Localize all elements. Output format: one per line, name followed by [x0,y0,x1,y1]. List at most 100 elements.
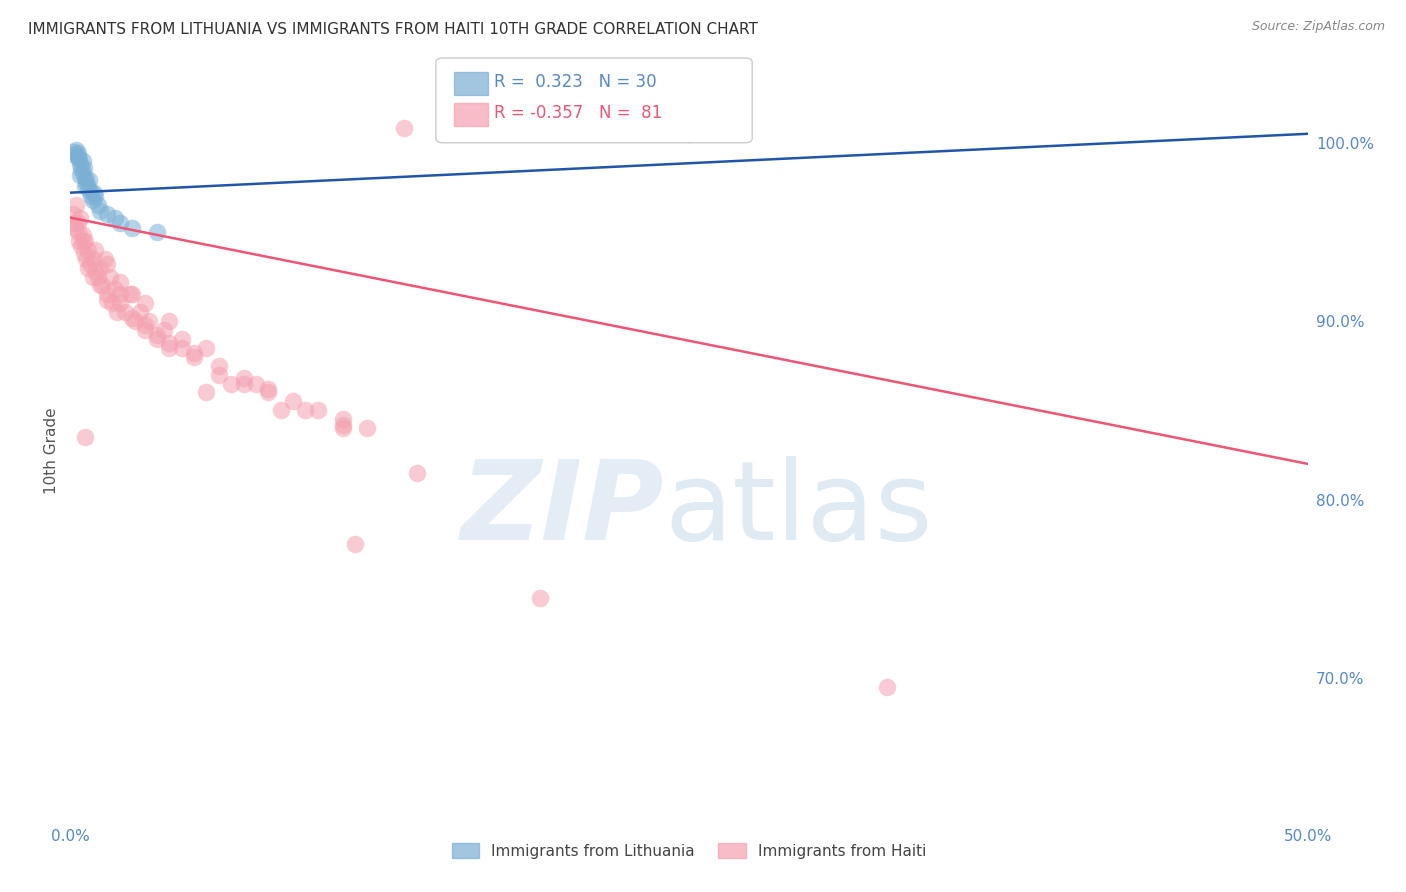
Point [146,328,169,343]
Legend: Immigrants from Lithuania, Immigrants from Haiti: Immigrants from Lithuania, Immigrants fr… [446,837,932,865]
Point [72,153,94,168]
Text: Source: ZipAtlas.com: Source: ZipAtlas.com [1251,20,1385,33]
Point [75,252,97,266]
Point [294,403,316,417]
Point [69,211,91,225]
Point [157,341,180,355]
Point [121,310,143,325]
Point [114,305,136,319]
Point [70,162,93,177]
Point [108,287,131,301]
Point [66,216,89,230]
Point [63,216,86,230]
Point [332,421,354,435]
Text: R = -0.357   N =  81: R = -0.357 N = 81 [494,104,662,122]
Point [67,152,90,166]
Point [105,305,128,319]
Point [121,287,143,301]
Point [66,150,89,164]
Point [183,346,205,360]
Point [76,180,98,194]
Point [75,178,97,193]
Point [170,332,193,346]
Point [146,225,169,239]
Point [529,591,551,605]
Point [101,296,124,310]
Point [157,314,180,328]
Point [66,225,89,239]
Point [73,246,96,260]
Point [83,186,105,200]
Point [82,193,104,207]
Point [332,417,354,432]
Point [79,184,101,198]
Point [79,257,101,271]
Point [343,537,366,551]
Point [75,430,97,444]
Point [84,243,107,257]
Point [281,394,304,409]
Point [104,282,127,296]
Point [170,341,193,355]
Point [76,260,98,275]
Point [96,287,118,301]
Point [69,168,91,182]
Point [96,207,118,221]
Point [232,376,254,391]
Point [65,221,87,235]
Text: ZIP: ZIP [461,456,664,563]
Point [128,305,150,319]
Point [70,239,93,253]
Point [75,175,97,189]
Point [108,275,131,289]
Point [89,260,111,275]
Point [245,376,267,391]
Point [307,403,329,417]
Text: R =  0.323   N = 30: R = 0.323 N = 30 [494,73,657,91]
Y-axis label: 10th Grade: 10th Grade [44,407,59,494]
Point [84,189,107,203]
Point [96,257,118,271]
Point [89,278,111,293]
Point [138,314,160,328]
Point [96,293,118,307]
Point [121,221,143,235]
Point [183,350,205,364]
Point [208,359,231,373]
Point [232,371,254,385]
Point [208,368,231,382]
Point [146,332,169,346]
Point [94,252,117,266]
Point [153,323,176,337]
Point [134,296,156,310]
Point [356,421,378,435]
Point [394,121,416,136]
Point [72,228,94,243]
Point [65,198,87,212]
Point [124,314,146,328]
Point [118,287,141,301]
Point [108,296,131,310]
Point [62,207,84,221]
Point [134,318,156,332]
Point [89,203,111,218]
Point [82,252,104,266]
Point [73,161,96,175]
Point [405,466,427,480]
Point [72,166,94,180]
Point [195,341,218,355]
Point [66,146,89,161]
Point [76,243,98,257]
Point [91,278,114,293]
Text: IMMIGRANTS FROM LITHUANIA VS IMMIGRANTS FROM HAITI 10TH GRADE CORRELATION CHART: IMMIGRANTS FROM LITHUANIA VS IMMIGRANTS … [28,22,758,37]
Point [65,148,87,162]
Point [108,216,131,230]
Point [195,385,218,400]
Point [75,234,97,248]
Point [257,382,280,396]
Point [98,269,121,284]
Point [157,335,180,350]
Point [678,127,700,141]
Point [86,198,108,212]
Point [69,157,91,171]
